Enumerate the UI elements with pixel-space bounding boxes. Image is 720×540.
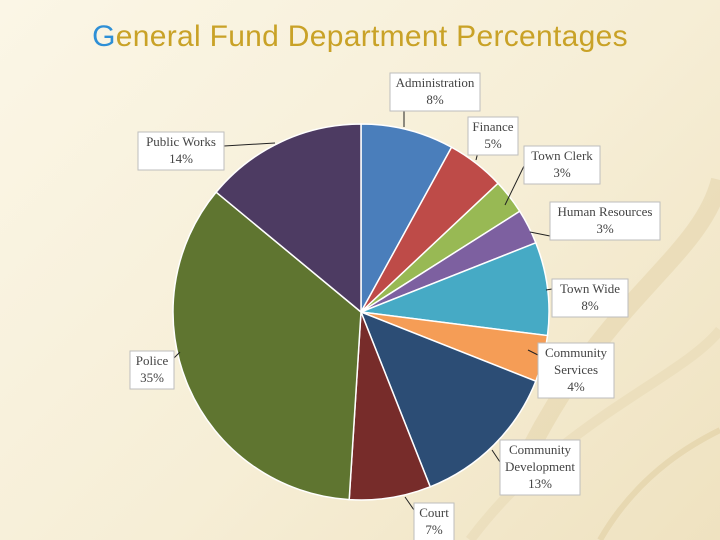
data-label-police: Police 35% — [129, 350, 175, 390]
data-label-value: 4% — [567, 379, 585, 394]
data-label-box — [389, 72, 481, 112]
data-label-box — [467, 116, 519, 156]
data-label-category: Finance — [472, 119, 513, 134]
data-label-category: Community — [545, 345, 608, 360]
data-label-finance: Finance 5% — [467, 116, 519, 156]
data-label-box — [551, 278, 629, 318]
data-label-box — [537, 342, 615, 399]
leader-line-community-services — [527, 349, 539, 356]
data-label-value: 5% — [484, 136, 502, 151]
data-label-community-services: Community Services 4% — [537, 342, 615, 399]
pie-slice-town-wide — [360, 241, 550, 337]
data-label-value: 14% — [169, 151, 193, 166]
pie-slice-community-development — [359, 310, 537, 488]
data-label-category: Town Wide — [560, 281, 620, 296]
data-label-human-resources: Human Resources 3% — [549, 201, 661, 241]
leader-line-human-resources — [529, 231, 551, 237]
title-rest: eneral Fund Department Percentages — [115, 20, 628, 53]
data-label-community-development: Community Development 13% — [499, 439, 581, 496]
leader-line-police — [173, 351, 181, 359]
data-label-administration: Administration 8% — [389, 72, 481, 112]
data-label-town-clerk: Town Clerk 3% — [523, 145, 601, 185]
data-label-box — [413, 502, 455, 540]
pie-slice-public-works — [215, 123, 362, 314]
data-label-value: 35% — [140, 370, 164, 385]
data-label-value: 8% — [581, 298, 599, 313]
data-label-value: 8% — [426, 92, 444, 107]
data-label-category: Development — [505, 459, 575, 474]
data-label-category: Human Resources — [558, 204, 653, 219]
data-label-category: Public Works — [146, 134, 216, 149]
data-label-box — [137, 131, 225, 171]
page-title: General Fund Department Percentages — [0, 20, 720, 54]
pie-slice-police — [172, 191, 362, 501]
leader-line-community-development — [491, 449, 501, 463]
data-label-value: 7% — [425, 522, 443, 537]
data-label-category: Police — [136, 353, 169, 368]
title-first-letter: G — [92, 20, 116, 53]
data-label-category: Court — [419, 505, 449, 520]
leader-line-town-wide — [545, 288, 553, 291]
data-label-box — [549, 201, 661, 241]
leader-line-town-clerk — [504, 165, 525, 206]
leader-line-court — [404, 496, 415, 511]
data-label-category: Community — [509, 442, 572, 457]
data-label-town-wide: Town Wide 8% — [551, 278, 629, 318]
data-label-category: Town Clerk — [531, 148, 593, 163]
data-label-value: 3% — [596, 221, 614, 236]
data-label-public-works: Public Works 14% — [137, 131, 225, 171]
data-label-category: Administration — [396, 75, 475, 90]
data-label-value: 13% — [528, 476, 552, 491]
data-label-box — [499, 439, 581, 496]
data-label-value: 3% — [553, 165, 571, 180]
data-label-box — [129, 350, 175, 390]
data-label-court: Court 7% — [413, 502, 455, 540]
pie-slice-administration — [360, 123, 453, 313]
data-label-category: Services — [554, 362, 598, 377]
data-label-box — [523, 145, 601, 185]
leader-line-public-works — [223, 142, 276, 147]
